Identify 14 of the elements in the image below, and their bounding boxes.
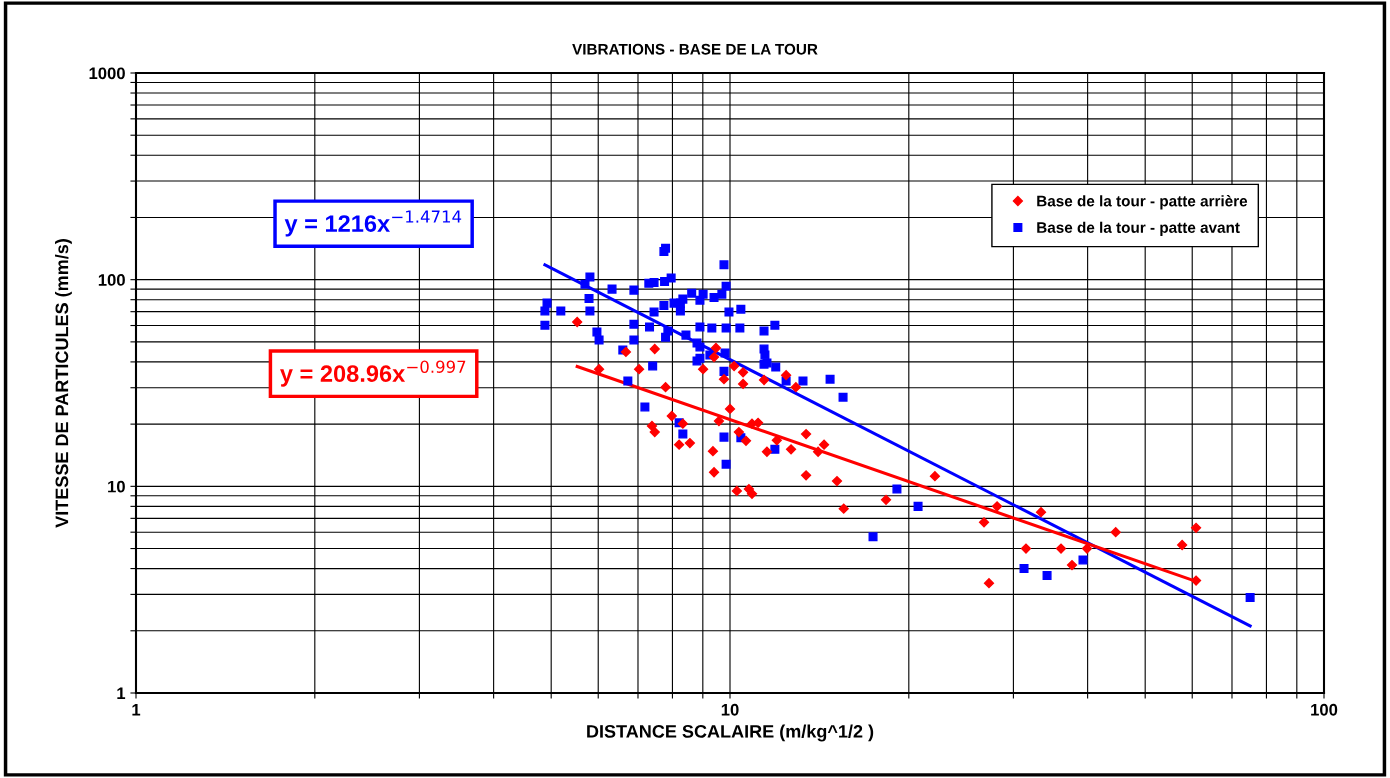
x-tick-label: 1 bbox=[132, 704, 141, 716]
x-tick-label: 10 bbox=[721, 703, 739, 716]
x-tick-label: 100 bbox=[1311, 703, 1338, 716]
legend-label: Base de la tour - patte arrière bbox=[1037, 195, 1248, 210]
y-tick-label: 10 bbox=[108, 480, 125, 493]
y-tick-label: 100 bbox=[98, 274, 125, 286]
annotation: y = 1216x$^{−1.4714}$ bbox=[284, 210, 462, 237]
chart-title: VIBRATIONS - BASE DE LA TOUR bbox=[572, 43, 818, 55]
y-tick-label: 1000 bbox=[89, 67, 125, 80]
x-axis-title: DISTANCE SCALAIRE (m/kg^1/2 ) bbox=[587, 724, 874, 742]
annotation: y = 208.96x$^{−0.997}$ bbox=[280, 360, 466, 387]
legend-label: Base de la tour - patte avant bbox=[1037, 221, 1240, 236]
y-tick-label: 1 bbox=[117, 687, 126, 700]
y-axis-title: VITESSE DE PARTICULES (mm/s) bbox=[55, 239, 72, 528]
